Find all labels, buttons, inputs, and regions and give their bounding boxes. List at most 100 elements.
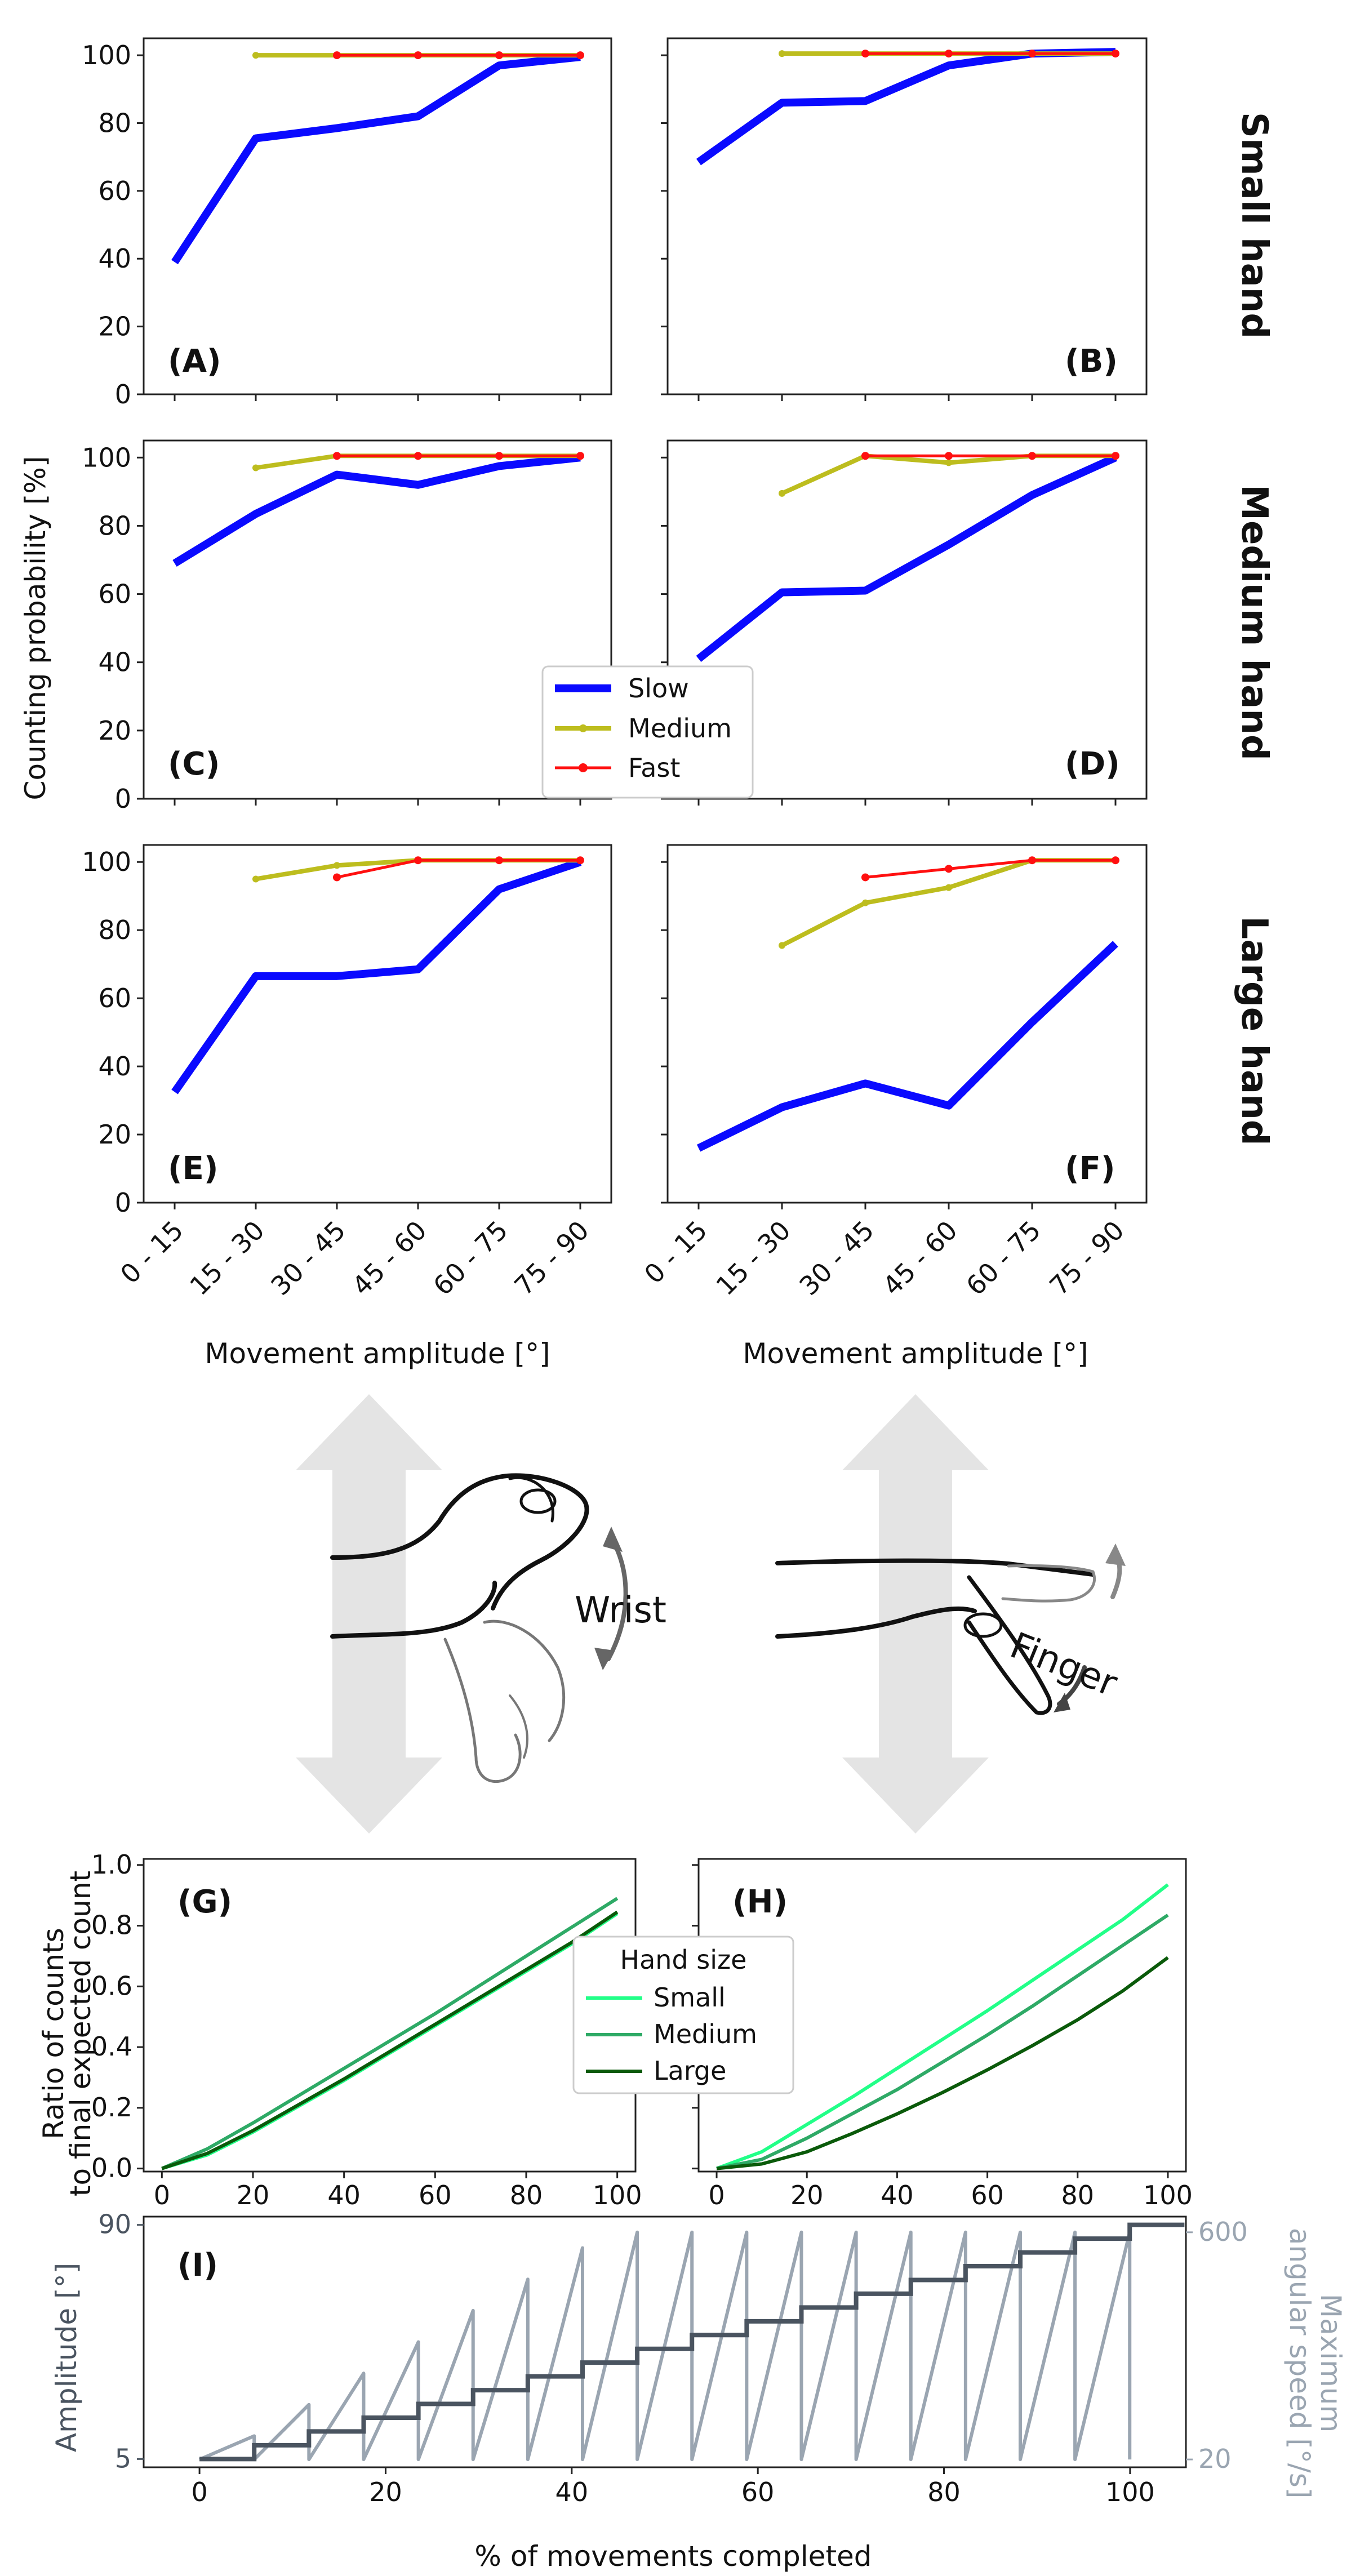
panel-frame-A	[143, 37, 612, 395]
x-tick-label-H: 40	[881, 2180, 914, 2210]
data-point-medium-E	[334, 862, 340, 869]
data-point-medium-F	[862, 899, 869, 906]
x-axis-title-right: Movement amplitude [°]	[743, 1337, 1088, 1370]
y-tick-label-C: 40	[98, 647, 131, 678]
panel-frame-D	[666, 439, 1148, 800]
data-point-fast-E	[495, 856, 503, 865]
series-line-slow-F	[696, 941, 1118, 1152]
data-point-fast-E	[333, 873, 341, 882]
x-tick-label-F: 75 - 90	[1043, 1215, 1130, 1301]
y-tick-label-E: 20	[98, 1119, 131, 1150]
data-point-fast-F	[1028, 856, 1036, 865]
series-line-slow-E	[171, 858, 582, 1095]
x-tick-label-G: 0	[154, 2180, 170, 2210]
data-point-fast-C	[495, 452, 503, 460]
row-label-large-hand: Large hand	[1233, 916, 1275, 1145]
y-axis-title-counting-probability: Counting probability [%]	[19, 456, 52, 800]
panel-frame-I	[143, 2215, 1187, 2468]
series-line-slow-C	[172, 453, 581, 567]
data-point-medium-D	[945, 459, 952, 466]
y-axis-title-speed-line1: Maximum	[1314, 2294, 1347, 2432]
data-point-medium-A	[252, 52, 259, 59]
data-point-fast-C	[576, 452, 584, 460]
finger-hand-illustration	[775, 1543, 1126, 1715]
series-line-fast-F	[865, 858, 1115, 879]
x-tick-label-G: 80	[510, 2180, 543, 2210]
panel-label-A: (A)	[168, 343, 221, 380]
x-tick-label-H: 80	[1061, 2180, 1095, 2210]
data-point-fast-D	[861, 452, 869, 460]
x-tick-label-E: 15 - 30	[184, 1215, 270, 1301]
data-point-fast-A	[333, 51, 341, 60]
legend-speed: Slow Medium Fast	[541, 665, 754, 799]
x-axis-title-movements-completed: % of movements completed	[474, 2540, 872, 2573]
y-tick-label-E: 80	[98, 915, 131, 945]
x-tick-label-H: 60	[971, 2180, 1004, 2210]
wrist-label: Wrist	[575, 1590, 666, 1631]
y-tick-label-C: 60	[98, 579, 131, 609]
legend-label-large-hand: Large	[654, 2056, 726, 2086]
y-tick-label-amplitude: 90	[98, 2209, 131, 2240]
y-tick-label-A: 40	[98, 243, 131, 274]
y-tick-label-A: 80	[98, 108, 131, 138]
data-point-fast-D	[1112, 452, 1119, 460]
y-tick-label-C: 80	[98, 510, 131, 541]
legend-label-slow: Slow	[628, 673, 689, 704]
x-tick-label-E: 30 - 45	[265, 1215, 351, 1301]
data-point-fast-C	[414, 452, 422, 460]
legend-hand-title: Hand size	[620, 1945, 747, 1975]
data-point-medium-C	[252, 464, 259, 471]
x-tick-label-F: 45 - 60	[877, 1215, 963, 1301]
y-tick-label-G: 1.0	[91, 1849, 132, 1880]
y-tick-label-G: 0.4	[91, 2031, 132, 2062]
panel-frame-B	[666, 37, 1148, 395]
x-tick-label-G: 100	[593, 2180, 642, 2210]
y-tick-label-G: 0.0	[91, 2153, 132, 2183]
panel-label-D: (D)	[1065, 746, 1120, 782]
wrist-arrow	[296, 1394, 442, 1834]
x-tick-label-H: 20	[790, 2180, 824, 2210]
x-tick-label-H: 100	[1143, 2180, 1193, 2210]
legend-hand-frame	[572, 1936, 794, 2094]
series-line-medium-F	[781, 858, 1115, 947]
x-tick-label-F: 15 - 30	[710, 1215, 796, 1301]
data-point-medium-B	[779, 50, 785, 57]
y-axis-title-ratio-line2: to final expected count	[64, 1871, 97, 2196]
x-tick-label-I: 100	[1105, 2477, 1155, 2507]
x-tick-label-I: 60	[741, 2477, 775, 2507]
data-point-fast-F	[945, 865, 953, 873]
series-line-slow-A	[171, 53, 581, 265]
data-point-fast-D	[1028, 452, 1036, 460]
panel-label-I: (I)	[177, 2247, 218, 2284]
series-line-medium-H	[716, 1914, 1169, 2170]
y-tick-label-A: 0	[115, 379, 131, 410]
legend-hand-size: Hand size Small Medium Large	[572, 1936, 794, 2094]
y-tick-label-speed: 600	[1198, 2217, 1248, 2247]
panel-label-B: (B)	[1065, 343, 1118, 380]
panel-label-G: (G)	[177, 1884, 232, 1920]
x-tick-label-F: 60 - 75	[960, 1215, 1046, 1301]
x-tick-label-H: 0	[708, 2180, 725, 2210]
data-point-fast-E	[576, 856, 584, 865]
data-point-medium-F	[945, 884, 952, 891]
wrist-hand-illustration	[330, 1473, 628, 1783]
x-tick-label-G: 60	[419, 2180, 452, 2210]
x-tick-label-E: 45 - 60	[346, 1215, 432, 1301]
y-axis-title-speed-line2: angular speed [°/s]	[1283, 2228, 1316, 2499]
data-point-medium-D	[779, 490, 785, 497]
data-point-fast-A	[495, 51, 503, 60]
legend-label-small-hand: Small	[654, 1982, 726, 2013]
y-tick-label-amplitude: 5	[115, 2443, 131, 2473]
y-tick-label-G: 0.8	[91, 1910, 132, 1941]
x-tick-label-I: 0	[191, 2477, 207, 2507]
y-tick-label-A: 20	[98, 312, 131, 342]
y-tick-label-A: 60	[98, 176, 131, 206]
series-line-slow-D	[696, 453, 1117, 662]
y-tick-label-C: 20	[98, 715, 131, 746]
panel-frame-F	[666, 844, 1148, 1204]
data-point-medium-F	[779, 942, 785, 949]
panel-label-H: (H)	[732, 1884, 788, 1920]
data-point-fast-D	[945, 452, 953, 460]
y-tick-label-C: 100	[82, 442, 131, 473]
